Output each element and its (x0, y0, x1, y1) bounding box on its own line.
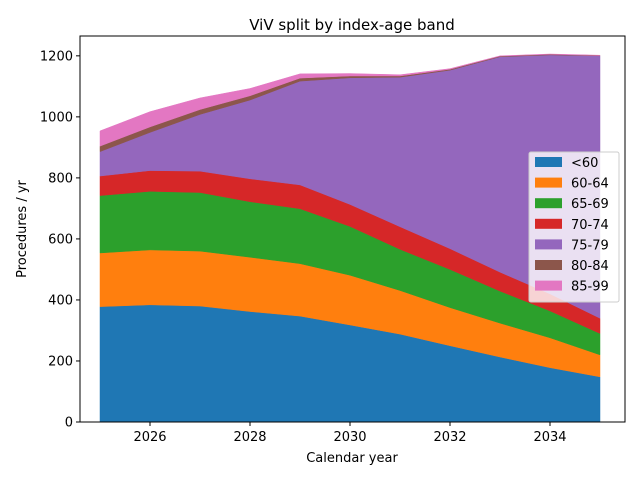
chart-title: ViV split by index-age band (249, 16, 455, 34)
legend-label-3: 70-74 (571, 218, 609, 233)
y-tick-label-4: 800 (48, 171, 73, 186)
x-tick-label-1: 2028 (233, 430, 266, 445)
x-tick-label-2: 2030 (333, 430, 366, 445)
legend-label-5: 80-84 (571, 259, 609, 274)
y-axis: 0 200 400 600 800 1000 1200 (40, 49, 80, 431)
legend-label-1: 60-64 (571, 177, 609, 192)
legend-label-2: 65-69 (571, 197, 609, 212)
y-tick-label-2: 400 (48, 293, 73, 308)
legend-swatch-2 (535, 198, 562, 209)
plot-frame (79, 35, 626, 423)
legend-label-6: 85-99 (571, 280, 609, 295)
y-axis-label: Procedures / yr (15, 179, 30, 277)
x-tick-label-4: 2034 (533, 430, 566, 445)
legend-label-0: <60 (571, 156, 598, 171)
legend-swatch-5 (535, 260, 562, 270)
y-tick-label-3: 600 (48, 232, 73, 247)
y-tick-label-6: 1200 (40, 49, 73, 64)
legend-swatch-3 (535, 218, 562, 229)
legend-label-4: 75-79 (571, 238, 609, 253)
legend-swatch-0 (535, 157, 562, 167)
area-series-6 (99, 53, 601, 147)
legend-swatch-6 (535, 280, 562, 291)
x-tick-label-3: 2032 (433, 430, 466, 445)
x-axis-label: Calendar year (306, 451, 398, 466)
legend: <60 60-64 65-69 70-74 75-79 80-84 85-99 (528, 151, 620, 303)
area-layer (99, 53, 601, 423)
x-axis: 2026 2028 2030 2032 2034 (133, 422, 567, 445)
x-tick-label-0: 2026 (133, 430, 166, 445)
y-tick-label-5: 1000 (40, 110, 73, 125)
y-tick-label-1: 200 (48, 354, 73, 369)
legend-swatch-1 (535, 177, 562, 188)
y-tick-label-0: 0 (65, 416, 73, 431)
legend-swatch-4 (535, 239, 562, 250)
